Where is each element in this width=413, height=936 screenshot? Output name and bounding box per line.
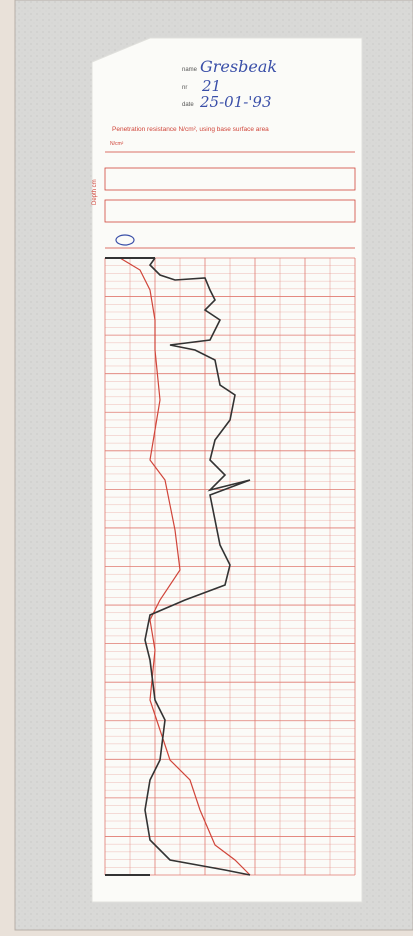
unit-label: N/cm² [110, 141, 124, 147]
name-label: name [182, 67, 198, 73]
chart-title: Penetration resistance N/cm², using base… [112, 126, 269, 133]
date-label: date [182, 102, 194, 108]
page: name Gresbeak nr 21 date 25-01-'93 Penet… [0, 0, 413, 936]
nr-label: nr [182, 85, 187, 91]
name-value: Gresbeak [200, 57, 277, 76]
screenshot: name Gresbeak nr 21 date 25-01-'93 Penet… [0, 0, 413, 936]
date-value: 25-01-'93 [199, 93, 272, 111]
depth-label: Depth cm [92, 179, 98, 205]
